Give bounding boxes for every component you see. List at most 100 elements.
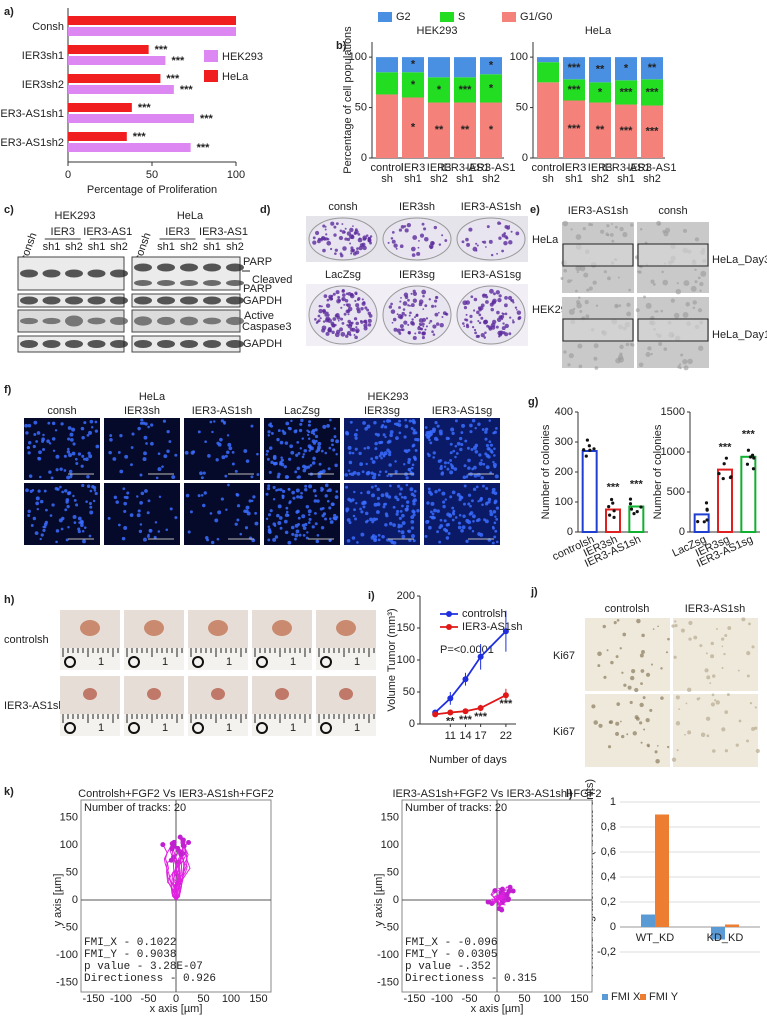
stain bbox=[607, 745, 612, 749]
blot-band bbox=[20, 269, 38, 278]
colony bbox=[322, 237, 327, 241]
nucleus bbox=[202, 471, 206, 475]
colony bbox=[416, 251, 421, 256]
nucleus bbox=[312, 488, 317, 493]
nucleus bbox=[66, 475, 71, 480]
significance: *** bbox=[499, 698, 513, 710]
legend-swatch bbox=[204, 70, 218, 82]
nucleus bbox=[267, 538, 271, 542]
nucleus bbox=[487, 455, 491, 459]
y-tick-label: -50 bbox=[62, 921, 78, 933]
texture bbox=[647, 346, 652, 351]
nucleus bbox=[360, 532, 365, 537]
nucleus bbox=[346, 518, 351, 522]
nucleus bbox=[326, 489, 330, 493]
nucleus bbox=[442, 504, 446, 509]
track bbox=[166, 848, 177, 901]
nucleus bbox=[148, 528, 153, 533]
nucleus bbox=[385, 494, 389, 498]
colony bbox=[408, 314, 411, 317]
dot bbox=[751, 467, 756, 471]
column-label: IER3sg bbox=[399, 269, 435, 281]
nucleus bbox=[236, 518, 240, 522]
y-tick-label: 100 bbox=[555, 496, 573, 508]
nucleus bbox=[82, 457, 86, 461]
legend-label: G1/G0 bbox=[520, 11, 552, 23]
stain bbox=[643, 728, 646, 731]
bar-segment bbox=[537, 62, 559, 83]
nucleus bbox=[279, 440, 284, 445]
nucleus bbox=[299, 422, 303, 426]
nucleus bbox=[456, 441, 461, 446]
nucleus bbox=[25, 431, 29, 435]
stain bbox=[598, 723, 603, 728]
bar-segment bbox=[615, 80, 637, 105]
significance: ** bbox=[446, 715, 455, 727]
colony bbox=[347, 313, 350, 316]
column-label: consh bbox=[47, 405, 76, 417]
colony bbox=[353, 317, 358, 321]
nucleus bbox=[211, 430, 214, 434]
texture bbox=[568, 308, 575, 315]
x-axis-label: Number of days bbox=[429, 754, 507, 766]
nucleus bbox=[366, 490, 371, 495]
nucleus bbox=[67, 437, 71, 441]
stain bbox=[705, 716, 711, 721]
nucleus bbox=[488, 419, 491, 422]
texture bbox=[586, 288, 590, 292]
nucleus bbox=[219, 437, 223, 442]
bar-segment bbox=[428, 77, 450, 103]
nucleus bbox=[48, 470, 52, 474]
texture bbox=[576, 270, 579, 274]
bar-segment bbox=[589, 57, 611, 83]
colony bbox=[403, 320, 408, 325]
nucleus bbox=[150, 441, 154, 446]
nucleus bbox=[308, 517, 312, 521]
dot bbox=[717, 471, 721, 476]
nucleus bbox=[59, 485, 62, 489]
nucleus bbox=[449, 451, 453, 455]
panel-letter: h) bbox=[4, 594, 15, 606]
bar bbox=[68, 45, 149, 54]
nucleus bbox=[26, 446, 30, 449]
colony bbox=[341, 296, 346, 302]
y-tick-label: 50 bbox=[66, 866, 78, 878]
colony bbox=[509, 316, 512, 319]
significance: *** bbox=[607, 481, 621, 493]
y-tick-label: IER3sh2 bbox=[22, 79, 64, 91]
colony bbox=[344, 227, 347, 230]
nucleus bbox=[69, 432, 74, 437]
stain bbox=[706, 734, 710, 738]
nucleus bbox=[35, 501, 40, 506]
nucleus bbox=[87, 451, 91, 455]
colony bbox=[483, 336, 487, 339]
nucleus bbox=[362, 421, 366, 425]
nucleus bbox=[52, 449, 56, 453]
nucleus bbox=[467, 466, 471, 470]
nucleus bbox=[302, 533, 306, 537]
nucleus bbox=[401, 504, 404, 508]
nucleus bbox=[380, 440, 384, 444]
nucleus bbox=[297, 522, 301, 526]
nucleus bbox=[495, 427, 498, 430]
bar bbox=[581, 450, 598, 533]
nucleus bbox=[477, 422, 481, 426]
nucleus bbox=[451, 506, 455, 510]
nucleus bbox=[474, 426, 477, 430]
texture bbox=[573, 307, 576, 311]
colony bbox=[510, 299, 512, 302]
texture bbox=[619, 226, 624, 232]
stain bbox=[640, 741, 643, 744]
stain bbox=[615, 655, 619, 659]
nucleus bbox=[48, 442, 52, 445]
nucleus bbox=[491, 487, 496, 492]
nucleus bbox=[40, 533, 44, 537]
nucleus bbox=[32, 444, 36, 449]
nucleus bbox=[139, 500, 143, 505]
nucleus bbox=[467, 458, 471, 463]
stain bbox=[630, 675, 635, 681]
colony bbox=[334, 248, 338, 252]
panel-letter: i) bbox=[368, 590, 375, 602]
nucleus bbox=[314, 494, 318, 498]
colony bbox=[361, 298, 364, 301]
